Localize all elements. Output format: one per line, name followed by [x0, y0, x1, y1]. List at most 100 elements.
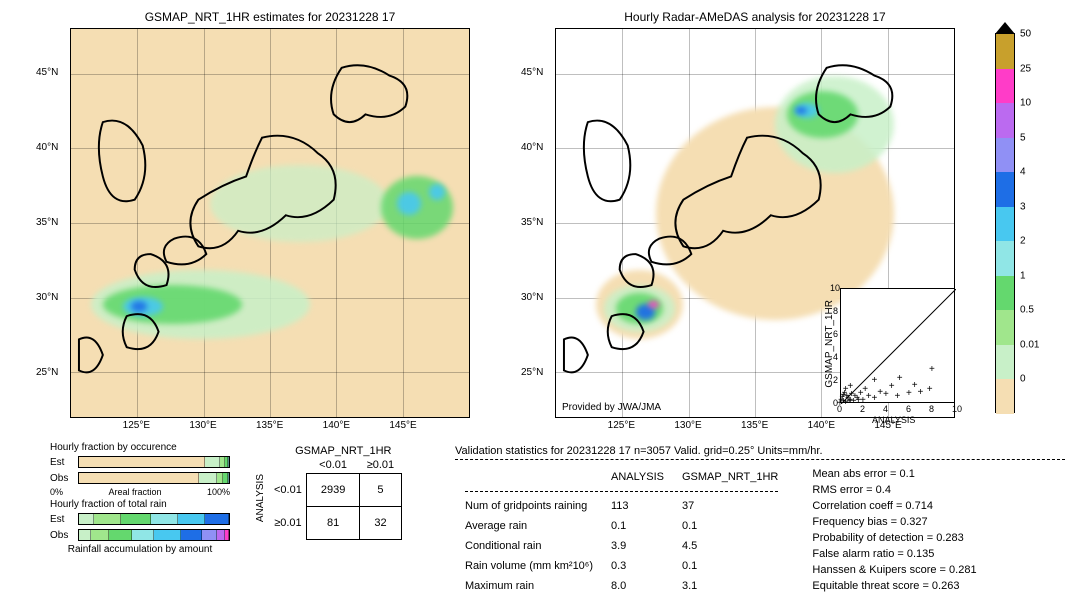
- x-tick: 125°E: [123, 420, 150, 431]
- metric-line: Hanssen & Kuipers score = 0.281: [812, 562, 976, 578]
- stats-title: Validation statistics for 20231228 17 n=…: [455, 445, 1065, 457]
- stats-table: ANALYSISGSMAP_NRT_1HR Num of gridpoints …: [455, 466, 788, 597]
- y-tick: 40°N: [521, 142, 543, 153]
- metric-line: RMS error = 0.4: [812, 482, 976, 498]
- y-tick: 35°N: [521, 217, 543, 228]
- scatter-ytick: 0: [830, 398, 838, 408]
- colorbar-label: 4: [1020, 167, 1026, 178]
- ct-01: 5: [360, 474, 401, 507]
- colorbar-label: 2: [1020, 236, 1026, 247]
- bar-label: Obs: [50, 473, 78, 484]
- ct-00: 2939: [306, 474, 359, 507]
- totalrain-title: Hourly fraction of total rain: [50, 499, 230, 510]
- x-tick: 140°E: [323, 420, 350, 431]
- scatter-point: +: [929, 364, 935, 375]
- bar-row: Est: [50, 455, 230, 469]
- x-tick: 140°E: [808, 420, 835, 431]
- colorbar-segment: [996, 310, 1014, 345]
- bar-label: Est: [50, 457, 78, 468]
- y-tick: 45°N: [521, 67, 543, 78]
- y-tick: 25°N: [36, 367, 58, 378]
- ct-10: 81: [306, 507, 359, 540]
- scatter-xtick: 10: [952, 404, 962, 414]
- colorbar-segment: [996, 207, 1014, 242]
- left-map: [70, 28, 470, 418]
- scatter-xtick: 2: [860, 404, 865, 414]
- colorbar-segment: [996, 138, 1014, 173]
- occ-axis-mid: Areal fraction: [108, 487, 161, 497]
- colorbar-label: 10: [1020, 98, 1031, 109]
- colorbar-label: 0: [1020, 374, 1026, 385]
- metric-line: Correlation coeff = 0.714: [812, 498, 976, 514]
- metric-line: Mean abs error = 0.1: [812, 466, 976, 482]
- ct-11: 32: [360, 507, 401, 540]
- colorbar-segment: [996, 379, 1014, 414]
- colorbar-arrow: [995, 22, 1015, 34]
- colorbar: 502510543210.50.010: [995, 33, 1015, 413]
- occ-axis-left: 0%: [50, 487, 63, 497]
- colorbar-segment: [996, 103, 1014, 138]
- x-tick: 145°E: [389, 420, 416, 431]
- colorbar-segment: [996, 69, 1014, 104]
- scatter-point: +: [840, 390, 846, 401]
- colorbar-label: 25: [1020, 63, 1031, 74]
- colorbar-segment: [996, 34, 1014, 69]
- colorbar-label: 5: [1020, 132, 1026, 143]
- scatter-plot: ++++++++++++++++++++++++++++++++++: [840, 288, 955, 403]
- scatter-point: +: [927, 384, 933, 395]
- totalrain-caption: Rainfall accumulation by amount: [50, 544, 230, 555]
- scatter-xtick: 4: [883, 404, 888, 414]
- colorbar-label: 3: [1020, 201, 1026, 212]
- ct-col0: <0.01: [306, 457, 359, 474]
- bar-label: Obs: [50, 530, 78, 541]
- y-tick: 35°N: [36, 217, 58, 228]
- scatter-xtick: 6: [906, 404, 911, 414]
- ct-row1: ≥0.01: [270, 507, 306, 540]
- right-map-title: Hourly Radar-AMeDAS analysis for 2023122…: [555, 10, 955, 24]
- colorbar-label: 0.5: [1020, 305, 1034, 316]
- scatter-point: +: [895, 391, 901, 402]
- y-tick: 40°N: [36, 142, 58, 153]
- x-tick: 135°E: [256, 420, 283, 431]
- scatter-xtick: 8: [929, 404, 934, 414]
- left-map-title: GSMAP_NRT_1HR estimates for 20231228 17: [70, 10, 470, 24]
- y-tick: 45°N: [36, 67, 58, 78]
- scatter-ytick: 6: [830, 329, 838, 339]
- colorbar-label: 50: [1020, 29, 1031, 40]
- metric-line: Frequency bias = 0.327: [812, 514, 976, 530]
- bar-label: Est: [50, 514, 78, 525]
- colorbar-segment: [996, 241, 1014, 276]
- ct-col-title: GSMAP_NRT_1HR: [285, 445, 402, 457]
- ct-col1: ≥0.01: [360, 457, 401, 474]
- bar-row: Obs: [50, 471, 230, 485]
- scatter-point: +: [847, 381, 853, 392]
- occ-axis-right: 100%: [207, 487, 230, 497]
- metric-line: Equitable threat score = 0.263: [812, 578, 976, 594]
- scatter-ytick: 8: [830, 306, 838, 316]
- occurrence-title: Hourly fraction by occurence: [50, 442, 230, 453]
- y-tick: 30°N: [521, 292, 543, 303]
- colorbar-segment: [996, 172, 1014, 207]
- bar-row: Obs: [50, 528, 230, 542]
- x-tick: 135°E: [741, 420, 768, 431]
- x-tick: 145°E: [874, 420, 901, 431]
- y-tick: 30°N: [36, 292, 58, 303]
- stats-metrics: Mean abs error = 0.1RMS error = 0.4Corre…: [812, 466, 976, 597]
- scatter-ytick: 4: [830, 352, 838, 362]
- scatter-point: +: [872, 375, 878, 386]
- colorbar-label: 1: [1020, 270, 1026, 281]
- x-tick: 130°E: [189, 420, 216, 431]
- x-tick: 125°E: [608, 420, 635, 431]
- scatter-ytick: 2: [830, 375, 838, 385]
- scatter-point: +: [897, 373, 903, 384]
- colorbar-segment: [996, 276, 1014, 311]
- x-tick: 130°E: [674, 420, 701, 431]
- scatter-point: +: [918, 387, 924, 398]
- metric-line: False alarm ratio = 0.135: [812, 546, 976, 562]
- bar-row: Est: [50, 512, 230, 526]
- contingency-table: <0.01≥0.01 <0.0129395 ≥0.018132: [270, 457, 402, 540]
- metric-line: Probability of detection = 0.283: [812, 530, 976, 546]
- colorbar-label: 0.01: [1020, 339, 1039, 350]
- provided-text: Provided by JWA/JMA: [562, 402, 661, 413]
- colorbar-segment: [996, 345, 1014, 380]
